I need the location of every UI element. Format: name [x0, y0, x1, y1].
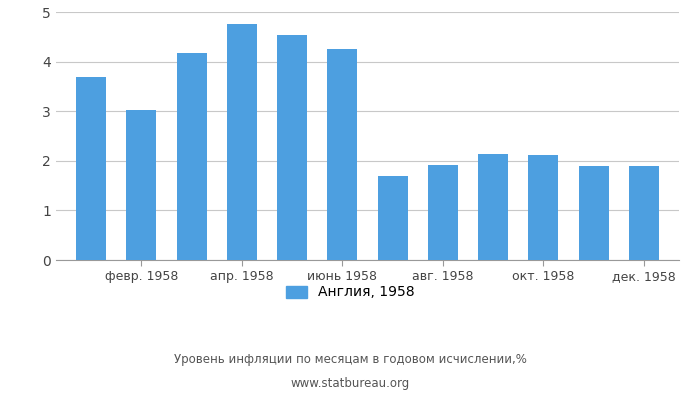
- Bar: [126, 110, 157, 260]
- Legend: Англия, 1958: Англия, 1958: [280, 280, 420, 305]
- Bar: [478, 154, 508, 260]
- Text: www.statbureau.org: www.statbureau.org: [290, 378, 410, 390]
- Bar: [328, 49, 358, 260]
- Bar: [629, 166, 659, 260]
- Bar: [176, 53, 206, 260]
- Bar: [428, 165, 458, 260]
- Bar: [377, 176, 407, 260]
- Bar: [578, 166, 609, 260]
- Bar: [76, 78, 106, 260]
- Text: Уровень инфляции по месяцам в годовом исчислении,%: Уровень инфляции по месяцам в годовом ис…: [174, 354, 526, 366]
- Bar: [227, 24, 257, 260]
- Bar: [528, 155, 559, 260]
- Bar: [277, 35, 307, 260]
